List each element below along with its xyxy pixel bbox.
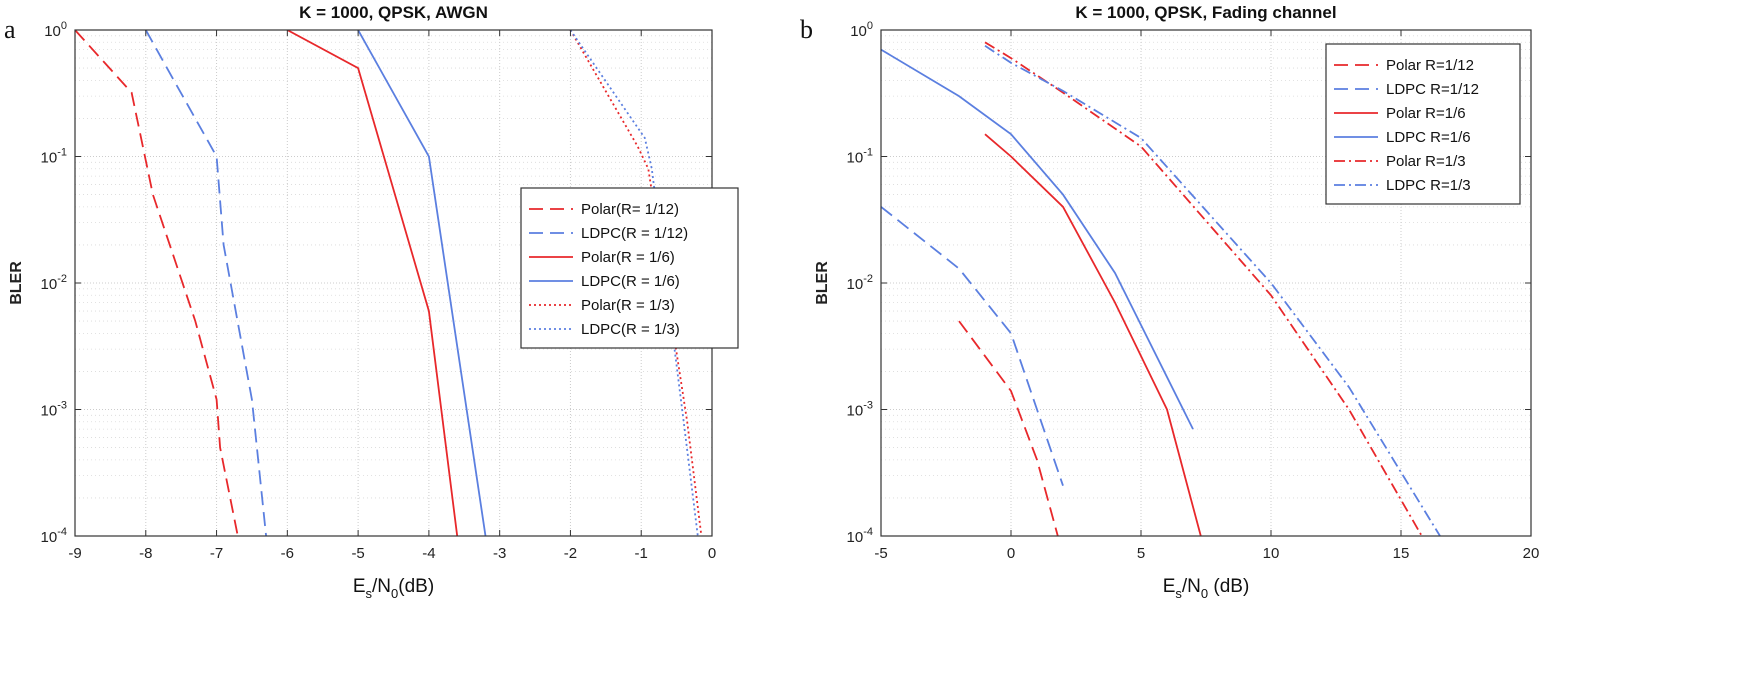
y-axis-label: BLER — [8, 261, 25, 305]
x-tick-label: -9 — [68, 545, 81, 562]
x-tick-label: -5 — [351, 545, 364, 562]
x-tick-label: 10 — [1263, 545, 1280, 562]
series-line-2 — [145, 30, 267, 536]
series-line-1 — [958, 320, 1059, 536]
x-tick-label: 0 — [1007, 545, 1015, 562]
series-line-6 — [984, 45, 1441, 536]
legend-box — [520, 187, 739, 349]
legend: Polar(R= 1/12) LDPC(R = 1/12) Polar(R = 1/… — [520, 187, 739, 349]
x-tick-label: -4 — [422, 545, 435, 562]
legend-label-6: LDPC(R = 1/3) — [581, 321, 680, 338]
chart-title: K = 1000, QPSK, AWGN — [299, 3, 488, 22]
x-axis-label: Es/N0(dB) — [353, 576, 434, 601]
legend-label-1: Polar R=1/12 — [1386, 57, 1474, 74]
series-line-4 — [881, 48, 1194, 430]
x-tick-label: -3 — [493, 545, 506, 562]
y-tick-label: 10-1 — [41, 147, 67, 167]
x-tick-label: -2 — [564, 545, 577, 562]
chart-panel-a: -9 -8 -7 -6 -5 -4 -3 -2 -1 0 100 10-1 10-2 10-3 10-4 K … — [4, 3, 739, 601]
legend-label-4: LDPC(R = 1/6) — [581, 273, 680, 290]
legend: Polar R=1/12 LDPC R=1/12 Polar R=1/6 LDPC R… — [1325, 43, 1521, 205]
y-tick-label: 10-4 — [847, 526, 873, 546]
series-line-4 — [357, 30, 487, 536]
x-tick-label: -7 — [210, 545, 223, 562]
panel-label: b — [800, 15, 813, 44]
legend-label-3: Polar(R = 1/6) — [581, 249, 675, 266]
x-tick-label: 0 — [708, 545, 716, 562]
series-line-1 — [75, 30, 239, 536]
y-tick-label: 10-2 — [847, 273, 873, 293]
series-line-5 — [984, 41, 1423, 536]
y-tick-label: 100 — [44, 20, 67, 40]
panel-label: a — [4, 15, 16, 44]
x-tick-label: -8 — [139, 545, 152, 562]
x-tick-label: -5 — [874, 545, 887, 562]
y-tick-label: 10-1 — [847, 147, 873, 167]
series-line-3 — [984, 133, 1202, 536]
y-tick-label: 10-2 — [41, 273, 67, 293]
legend-label-5: Polar(R = 1/3) — [581, 297, 675, 314]
x-tick-label: -6 — [281, 545, 294, 562]
y-tick-label: 10-3 — [41, 400, 67, 420]
y-tick-label: 10-4 — [41, 526, 67, 546]
legend-label-2: LDPC R=1/12 — [1386, 81, 1479, 98]
y-tick-label: 100 — [850, 20, 873, 40]
legend-label-4: LDPC R=1/6 — [1386, 129, 1471, 146]
x-axis-label: Es/N0 (dB) — [1163, 576, 1250, 601]
series-line-6 — [569, 30, 699, 536]
legend-label-6: LDPC R=1/3 — [1386, 177, 1471, 194]
legend-label-1: Polar(R= 1/12) — [581, 201, 679, 218]
legend-label-3: Polar R=1/6 — [1386, 105, 1466, 122]
x-tick-label: 5 — [1137, 545, 1145, 562]
x-tick-label: 15 — [1393, 545, 1410, 562]
series-line-2 — [881, 206, 1064, 486]
chart-title: K = 1000, QPSK, Fading channel — [1075, 3, 1336, 22]
legend-label-5: Polar R=1/3 — [1386, 153, 1466, 170]
y-axis-label: BLER — [814, 261, 831, 305]
chart-panel-b: -5 0 5 10 15 20 100 10-1 10-2 10-3 10-4 K = 1000, Q… — [800, 3, 1539, 601]
y-tick-label: 10-3 — [847, 400, 873, 420]
series-line-3 — [286, 30, 459, 536]
legend-label-2: LDPC(R = 1/12) — [581, 225, 688, 242]
legend-box — [1325, 43, 1521, 205]
x-tick-label: -1 — [635, 545, 648, 562]
x-tick-label: 20 — [1523, 545, 1540, 562]
